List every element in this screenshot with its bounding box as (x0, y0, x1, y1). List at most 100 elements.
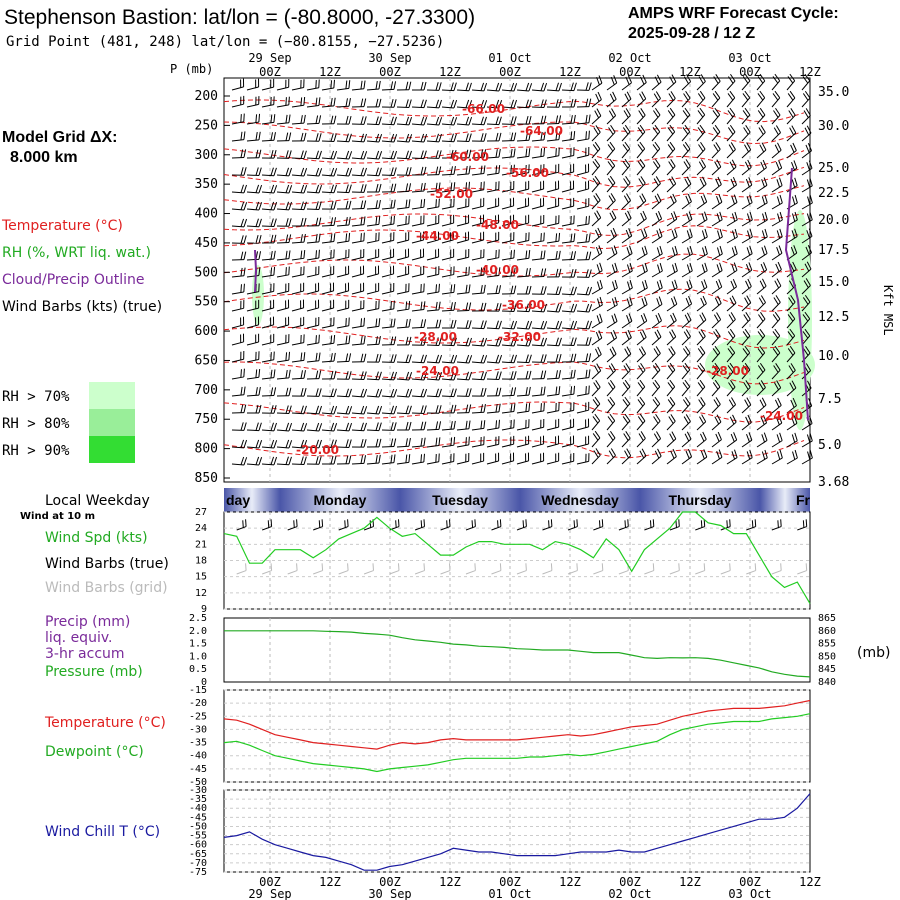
barb-feather (613, 313, 618, 322)
barb-shaft (726, 439, 737, 448)
wind-barb (276, 282, 290, 295)
barb-feather (573, 163, 575, 173)
barb-feather (408, 405, 412, 414)
wind-barb (636, 431, 646, 448)
barb-feather (348, 133, 352, 142)
barb-shaft (516, 327, 529, 330)
barb-feather (288, 282, 290, 292)
barb-feather (255, 456, 260, 465)
barb-shaft (546, 222, 559, 227)
wind-barb (681, 141, 691, 159)
barb-feather (360, 405, 365, 414)
barb-shaft (471, 189, 484, 193)
surface-wind-barb (746, 519, 757, 531)
barb-feather (555, 386, 558, 395)
barb-shaft (291, 359, 304, 363)
barb-feather (498, 303, 502, 312)
barb-shaft (456, 292, 469, 295)
barb-shaft (366, 223, 379, 227)
barb-feather (804, 328, 811, 337)
wind-barb (681, 262, 693, 278)
weekday-title: Local Weekday (45, 493, 150, 509)
barb-feather (513, 83, 518, 92)
barb-feather (255, 114, 258, 123)
wind-barb (576, 435, 590, 448)
barb-feather (450, 354, 455, 363)
barb-feather (513, 403, 516, 412)
barb-feather (747, 278, 752, 287)
barb-feather (730, 142, 736, 150)
barb-feather (543, 115, 547, 124)
wind-barb (636, 210, 647, 227)
barb-shaft (336, 87, 349, 91)
wind-barb (696, 312, 707, 329)
barb-shaft (291, 377, 305, 380)
barb-feather (543, 402, 545, 411)
legend-wind-barbs-true: Wind Barbs (true) (45, 556, 169, 572)
barb-feather (714, 379, 721, 388)
barb-feather (585, 369, 588, 378)
barb-shaft (681, 369, 691, 380)
barb-feather (540, 303, 545, 312)
barb-feather (558, 163, 560, 173)
barb-feather (273, 201, 278, 211)
isotherms (223, 99, 805, 459)
barb-feather (805, 108, 811, 116)
wind-barb (456, 354, 473, 364)
wind-barb (276, 422, 293, 432)
barb-feather (273, 234, 277, 243)
barb-feather (653, 433, 659, 441)
barb-feather (483, 165, 486, 174)
barb-feather (513, 164, 515, 173)
barb-feather (240, 201, 245, 210)
barb-feather (495, 453, 497, 462)
barb-feather (686, 264, 691, 273)
barb-feather (378, 200, 381, 209)
barb-feather (654, 124, 661, 133)
wind-barb (276, 114, 291, 125)
wind-barb (756, 295, 766, 312)
barb-shaft (681, 131, 691, 142)
wind-barb (801, 228, 813, 244)
barb-feather (654, 362, 661, 371)
barb-feather (348, 371, 352, 380)
barb-feather (390, 232, 392, 242)
barb-feather (393, 371, 398, 381)
barb-shaft (231, 341, 244, 346)
y-tick-label: 21 (195, 539, 207, 550)
barb-feather (528, 180, 530, 190)
barb-shaft (786, 97, 796, 108)
barb-feather (285, 267, 287, 276)
wind-barb (441, 116, 458, 126)
barb-feather (510, 181, 512, 190)
barb-shaft (711, 148, 721, 159)
barb-shaft (591, 321, 603, 329)
barb-feather (777, 261, 782, 270)
barb-feather (420, 421, 424, 430)
barb-feather (674, 245, 678, 255)
barb-shaft (351, 224, 364, 227)
barb-feather (742, 331, 749, 339)
barb-shaft (621, 182, 631, 193)
barb-feather (480, 420, 483, 429)
barb-feather (378, 405, 383, 415)
barb-shaft (501, 222, 514, 227)
barb-feather (654, 158, 661, 167)
wind-barb (456, 82, 472, 92)
wind-barb (486, 82, 503, 92)
barb-feather (348, 406, 353, 415)
barb-shaft (321, 307, 334, 312)
barb-feather (729, 345, 736, 354)
barb-feather (525, 419, 527, 429)
wind-barb (531, 180, 545, 193)
barb-feather (255, 351, 257, 361)
barb-feather (697, 382, 704, 390)
barb-feather (597, 346, 602, 355)
barb-feather (653, 416, 659, 424)
barb-feather (483, 133, 487, 142)
barb-feather (528, 214, 530, 224)
barb-feather (393, 438, 397, 447)
barb-shaft (486, 460, 499, 465)
barb-feather (255, 334, 257, 343)
barb-feather (360, 353, 364, 362)
